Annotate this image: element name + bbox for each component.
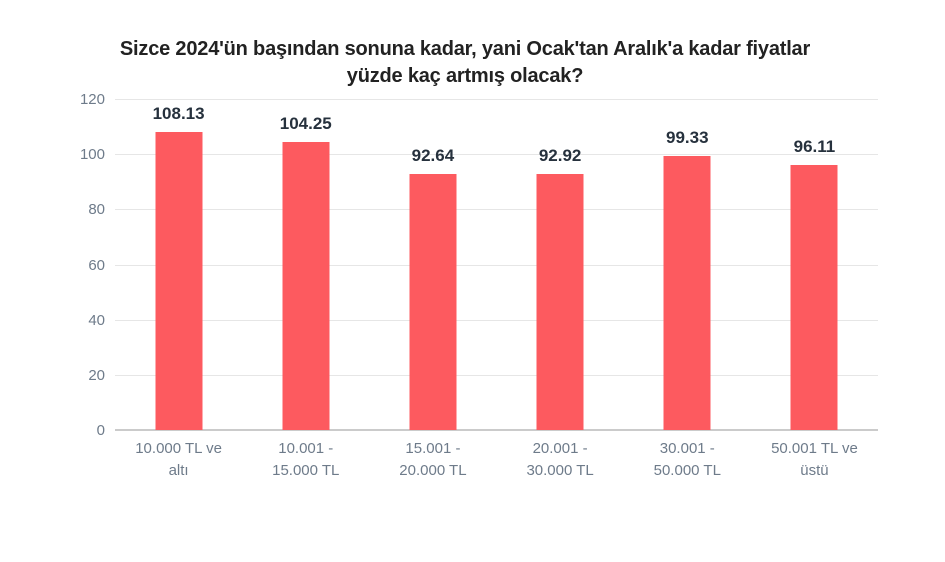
bar-slot: 108.13 bbox=[115, 99, 242, 430]
bar-value-label: 92.92 bbox=[538, 145, 582, 165]
bar-value-label: 96.11 bbox=[793, 136, 836, 156]
chart-title: Sizce 2024'ün başından sonuna kadar, yan… bbox=[119, 38, 811, 87]
gridline-y-20 bbox=[115, 374, 878, 376]
bar-slot: 92.92 bbox=[497, 99, 624, 430]
bar-slot: 99.33 bbox=[624, 99, 751, 430]
gridline-y-40 bbox=[115, 319, 878, 321]
bar-slot: 96.11 bbox=[751, 99, 878, 430]
bars-container: 108.13 104.25 92.64 92.92 99.33 96.11 bbox=[115, 99, 878, 430]
gridline-y-0 bbox=[115, 429, 878, 431]
bar-1 bbox=[155, 131, 203, 430]
gridline-y-120 bbox=[115, 99, 878, 100]
bar-3 bbox=[409, 174, 457, 430]
x-axis: 10.000 TL ve altı 10.001 - 15.000 TL 15.00… bbox=[115, 438, 878, 482]
bar-slot: 104.25 bbox=[242, 99, 369, 430]
x-axis-category-label: 50.001 TL ve üstü bbox=[771, 440, 858, 479]
x-axis-category-label: 30.001 - 50.000 TL bbox=[653, 440, 721, 479]
bar-value-label: 99.33 bbox=[665, 128, 709, 148]
x-axis-category-label: 10.000 TL ve altı bbox=[135, 440, 222, 479]
x-axis-category-label: 15.001 - 20.000 TL bbox=[399, 440, 467, 479]
bar-4 bbox=[536, 173, 584, 430]
gridline-y-60 bbox=[115, 264, 878, 266]
plot-area: 108.13 104.25 92.64 92.92 99.33 96.11 bbox=[115, 99, 878, 431]
y-axis-tick-label: 120 bbox=[79, 91, 105, 108]
y-axis-tick-label: 20 bbox=[88, 366, 105, 384]
y-axis-tick-label: 0 bbox=[96, 422, 105, 439]
bar-6 bbox=[790, 164, 838, 430]
y-axis-tick-label: 100 bbox=[79, 146, 105, 164]
bar-2 bbox=[282, 142, 330, 430]
x-axis-category-label: 20.001 - 30.000 TL bbox=[526, 440, 594, 479]
gridline-y-80 bbox=[115, 209, 878, 211]
bar-value-label: 92.64 bbox=[411, 146, 455, 166]
bar-value-label: 108.13 bbox=[152, 103, 205, 123]
y-axis-tick-label: 40 bbox=[88, 311, 105, 329]
bar-value-label: 104.25 bbox=[279, 114, 332, 134]
y-axis-tick-label: 60 bbox=[88, 256, 105, 274]
y-axis-tick-label: 80 bbox=[88, 201, 105, 219]
x-axis-category-label: 10.001 - 15.000 TL bbox=[272, 440, 340, 479]
bar-5 bbox=[663, 156, 711, 430]
gridline-y-100 bbox=[115, 154, 878, 156]
bar-slot: 92.64 bbox=[369, 99, 496, 430]
